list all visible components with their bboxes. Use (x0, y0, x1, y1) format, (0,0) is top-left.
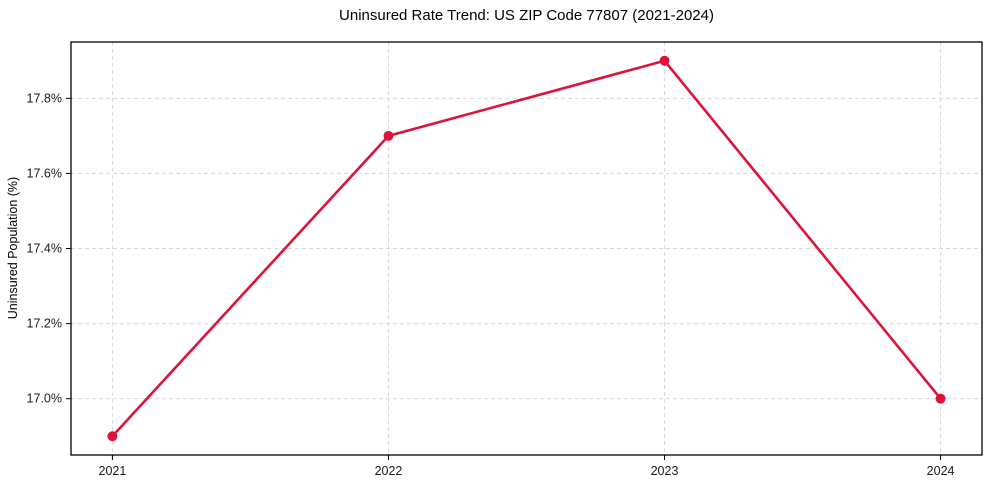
x-tick-label-2023: 2023 (651, 464, 679, 478)
y-tick-label-17.0%: 17.0% (27, 392, 62, 406)
data-point-2024 (935, 393, 946, 404)
y-tick-label-17.8%: 17.8% (27, 91, 62, 105)
data-point-2021 (107, 431, 118, 442)
x-tick-label-2022: 2022 (375, 464, 403, 478)
y-tick-label-17.4%: 17.4% (27, 242, 62, 256)
data-point-2022 (383, 130, 394, 141)
y-tick-label-17.2%: 17.2% (27, 317, 62, 331)
data-point-2023 (659, 55, 670, 66)
y-tick-label-17.6%: 17.6% (27, 166, 62, 180)
chart-title: Uninsured Rate Trend: US ZIP Code 77807 … (339, 7, 714, 24)
trend-line (111, 59, 942, 438)
x-tick-label-2021: 2021 (99, 464, 127, 478)
x-tick-label-2024: 2024 (927, 464, 955, 478)
